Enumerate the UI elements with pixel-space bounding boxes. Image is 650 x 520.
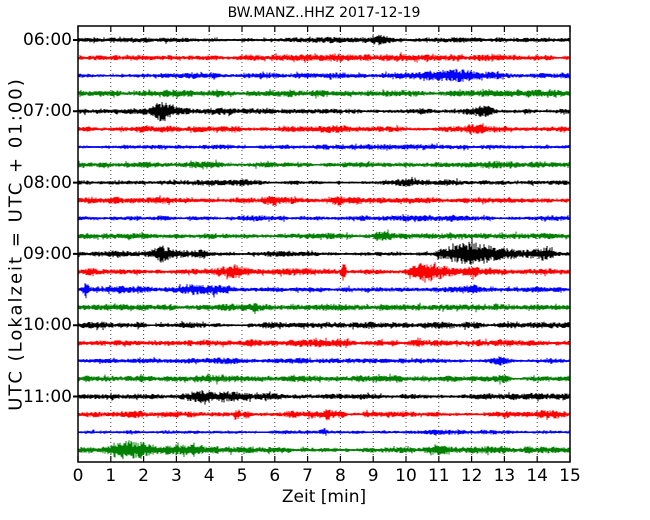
trace-row-11:00	[78, 390, 570, 405]
trace-row-11:45	[78, 440, 570, 460]
trace-row-09:45	[78, 302, 570, 314]
y-tick-label: 09:00	[23, 243, 72, 264]
trace-row-09:00	[78, 237, 570, 265]
trace-row-07:00	[78, 102, 570, 122]
plot-border	[77, 25, 571, 463]
x-tick-label: 1	[105, 466, 117, 486]
trace-row-10:00	[78, 320, 570, 331]
x-tick-label: 13	[493, 466, 516, 486]
trace-row-08:30	[78, 214, 570, 223]
trace-row-11:30	[78, 428, 570, 436]
trace-group	[78, 34, 570, 460]
trace-row-06:00	[78, 34, 570, 46]
x-tick-label: 3	[170, 466, 182, 486]
y-tick-label: 08:00	[23, 172, 72, 193]
trace-row-07:45	[78, 159, 570, 170]
x-tick-label: 10	[395, 466, 417, 486]
x-axis-ticks	[77, 26, 571, 462]
x-tick-label: 15	[559, 466, 581, 486]
trace-row-06:30	[78, 68, 570, 83]
trace-row-09:30	[78, 283, 570, 299]
x-tick-label: 11	[427, 466, 450, 486]
trace-row-07:15	[78, 123, 570, 135]
x-tick-label: 12	[460, 466, 483, 486]
x-tick-label: 9	[367, 466, 379, 486]
y-tick-label: 07:00	[23, 101, 72, 122]
y-axis-ticks	[73, 39, 82, 398]
trace-row-10:30	[78, 356, 570, 366]
chart-title: BW.MANZ..HHZ 2017-12-19	[227, 5, 421, 21]
y-tick-label: 11:00	[23, 386, 72, 407]
trace-row-10:45	[78, 373, 570, 385]
x-tick-label: 7	[302, 466, 313, 486]
y-tick-label: 10:00	[23, 315, 72, 336]
x-tick-label: 6	[269, 466, 281, 486]
x-tick-label: 5	[236, 466, 248, 486]
trace-row-09:15	[78, 262, 570, 283]
trace-row-08:45	[78, 229, 570, 241]
x-tick-label: 14	[526, 466, 548, 486]
x-tick-label: 2	[138, 466, 149, 486]
trace-row-08:15	[78, 195, 570, 206]
y-tick-label: 06:00	[23, 30, 72, 50]
x-tick-label: 0	[72, 466, 84, 486]
trace-row-11:15	[78, 409, 570, 421]
trace-row-10:15	[78, 337, 570, 348]
trace-row-06:45	[78, 88, 570, 99]
trace-row-07:30	[78, 143, 570, 151]
x-tick-label: 8	[334, 466, 346, 486]
x-tick-label: 4	[203, 466, 215, 486]
x-axis-label: Zeit [min]	[281, 487, 367, 507]
trace-row-06:15	[78, 52, 570, 63]
trace-row-08:00	[78, 176, 570, 187]
